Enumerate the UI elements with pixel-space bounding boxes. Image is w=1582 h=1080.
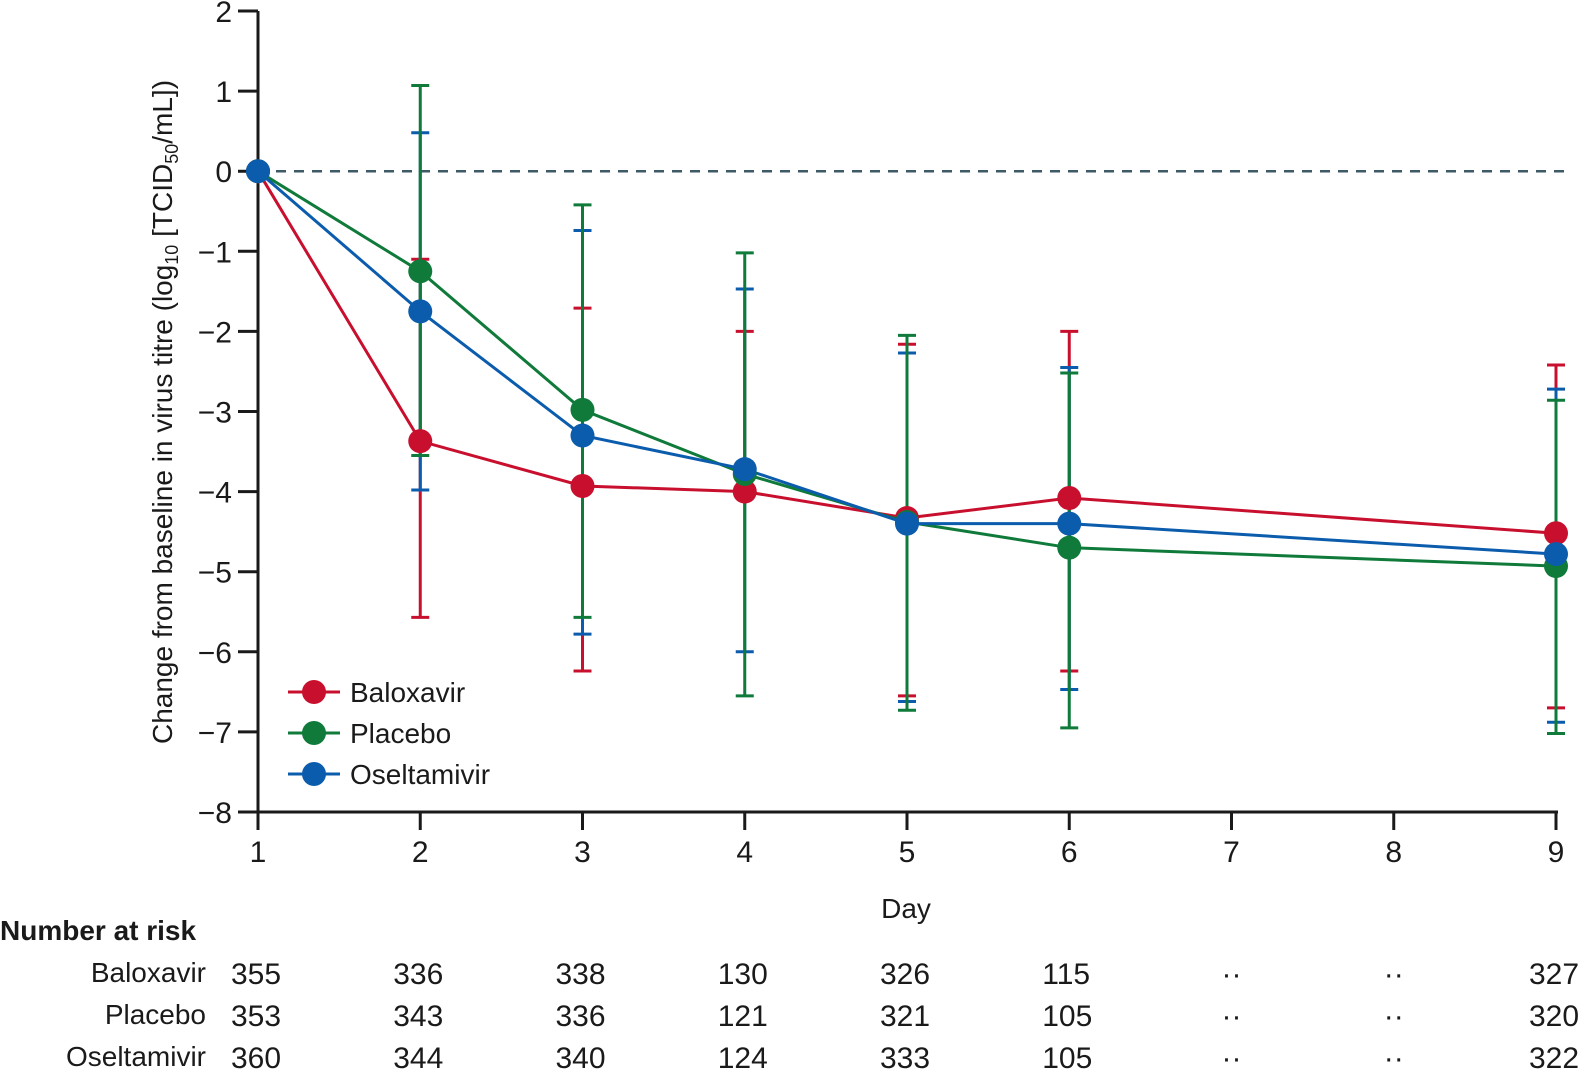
risk-row-oseltamivir: Oseltamivir 360 344 340 124 333 105 ·· ·· 322: [66, 1041, 1579, 1075]
y-tick-label: 0: [215, 156, 232, 189]
data-point-oseltamivir: [246, 159, 270, 184]
risk-value: 320: [1529, 1000, 1579, 1033]
axes: 2 1 0 −1 −2 −3 −4 −5 −6 −7 −8 1 2 3 4 5 6 7 8 9: [198, 0, 1565, 869]
legend-item-placebo: Placebo: [288, 718, 451, 749]
y-tick-label: −4: [198, 477, 232, 510]
x-tick-label: 4: [736, 836, 753, 869]
y-axis-title: Change from baseline in virus titre (log…: [147, 80, 182, 744]
risk-value: ··: [1222, 1000, 1242, 1033]
risk-value: 105: [1042, 1000, 1092, 1033]
x-tick-label: 1: [250, 836, 267, 869]
x-tick-label: 7: [1223, 836, 1240, 869]
risk-row-label: Baloxavir: [91, 957, 206, 988]
y-axis-title-subscript: 10: [162, 245, 182, 265]
x-tick-label: 8: [1385, 836, 1402, 869]
data-point-oseltamivir: [1057, 511, 1082, 536]
risk-value: ··: [1384, 1042, 1404, 1075]
data-point-oseltamivir: [408, 299, 433, 324]
data-point-oseltamivir: [732, 457, 757, 482]
legend-item-baloxavir: Baloxavir: [288, 677, 465, 708]
legend-swatch-marker: [302, 680, 326, 704]
risk-value: 326: [880, 958, 930, 991]
risk-value: 333: [880, 1042, 930, 1075]
y-axis-title-text: Change from baseline in virus titre (log…: [147, 80, 182, 744]
y-tick-label: −5: [198, 557, 232, 590]
risk-value: ··: [1384, 1000, 1404, 1033]
y-tick-label: 2: [215, 0, 232, 29]
risk-value: 130: [718, 958, 768, 991]
risk-value: ··: [1384, 958, 1404, 991]
data-point-baloxavir: [732, 479, 757, 504]
risk-value: 105: [1042, 1042, 1092, 1075]
x-tick-label: 2: [412, 836, 429, 869]
legend-label: Oseltamivir: [350, 759, 490, 790]
risk-value: 353: [231, 1000, 281, 1033]
data-point-baloxavir: [1057, 486, 1082, 511]
risk-value: 340: [556, 1042, 606, 1075]
data-point-baloxavir: [1544, 521, 1568, 546]
y-axis-title-part: /mL]): [147, 80, 178, 144]
risk-value: 344: [393, 1042, 443, 1075]
risk-value: 355: [231, 958, 281, 991]
legend-label: Placebo: [350, 718, 451, 749]
risk-value: 321: [880, 1000, 930, 1033]
number-at-risk-title: Number at risk: [0, 915, 196, 946]
data-point-baloxavir: [570, 473, 595, 498]
legend: Baloxavir Placebo Oseltamivir: [288, 677, 490, 790]
y-tick-label: −8: [198, 797, 232, 830]
risk-row-baloxavir: Baloxavir 355 336 338 130 326 115 ·· ·· 327: [91, 957, 1579, 991]
risk-value: 124: [718, 1042, 768, 1075]
risk-value: ··: [1222, 958, 1242, 991]
risk-value: 336: [556, 1000, 606, 1033]
risk-value: 322: [1529, 1042, 1579, 1075]
x-tick-label: 5: [899, 836, 916, 869]
risk-row-placebo: Placebo 353 343 336 121 321 105 ·· ·· 320: [105, 999, 1579, 1033]
legend-swatch-marker: [302, 721, 326, 745]
risk-value: 327: [1529, 958, 1579, 991]
risk-value: 115: [1042, 958, 1090, 991]
y-tick-label: 1: [215, 76, 232, 109]
data-point-oseltamivir: [1544, 542, 1568, 567]
risk-value: 336: [393, 958, 443, 991]
legend-swatch-marker: [302, 762, 326, 786]
risk-value: 360: [231, 1042, 281, 1075]
data-point-oseltamivir: [895, 511, 919, 536]
risk-value: 121: [718, 1000, 768, 1033]
y-tick-label: −6: [198, 637, 232, 670]
x-axis-title: Day: [881, 893, 931, 924]
y-tick-label: −3: [198, 397, 232, 430]
data-point-placebo: [570, 397, 595, 422]
data-point-placebo: [408, 259, 433, 284]
risk-value: ··: [1222, 1042, 1242, 1075]
y-axis-title-part: Change from baseline in virus titre (log: [147, 265, 178, 744]
x-tick-label: 9: [1548, 836, 1565, 869]
x-tick-label: 6: [1061, 836, 1078, 869]
risk-row-label: Placebo: [105, 999, 206, 1030]
data-point-oseltamivir: [570, 423, 595, 448]
y-axis-title-part: [TCID: [147, 164, 178, 245]
number-at-risk-table: Number at risk Baloxavir 355 336 338 130 326 11…: [0, 915, 1579, 1075]
series-points: [246, 159, 1568, 579]
legend-label: Baloxavir: [350, 677, 465, 708]
y-tick-label: −2: [198, 316, 232, 349]
risk-row-label: Oseltamivir: [66, 1041, 206, 1072]
data-point-placebo: [1057, 535, 1082, 560]
risk-value: 343: [393, 1000, 443, 1033]
risk-value: 338: [556, 958, 606, 991]
y-axis-title-subscript: 50: [162, 144, 182, 164]
legend-item-oseltamivir: Oseltamivir: [288, 759, 490, 790]
y-tick-label: −1: [198, 236, 232, 269]
data-point-baloxavir: [408, 429, 433, 454]
y-tick-label: −7: [198, 717, 232, 750]
x-tick-label: 3: [574, 836, 591, 869]
